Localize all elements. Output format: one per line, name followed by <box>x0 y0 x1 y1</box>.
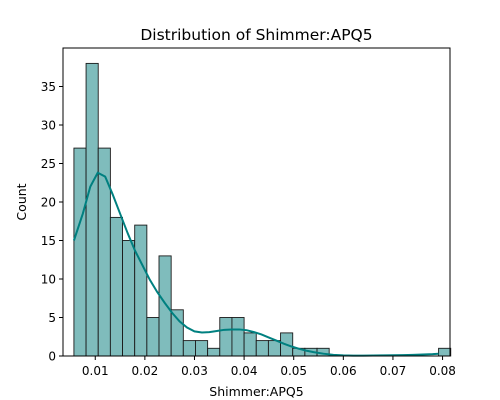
y-tick-label: 35 <box>41 80 56 94</box>
histogram-bar <box>122 240 136 357</box>
histogram-bar <box>85 62 99 357</box>
x-tick-label: 0.01 <box>82 364 109 378</box>
x-axis-ticks: 0.01 0.02 0.03 0.04 0.05 0.06 0.07 0.08 <box>82 356 456 378</box>
histogram-bar <box>267 340 282 357</box>
histogram-bar <box>182 340 196 357</box>
y-tick-label: 30 <box>41 119 56 133</box>
chart-title: Distribution of Shimmer:APQ5 <box>140 26 372 44</box>
histogram-bar <box>231 317 245 357</box>
histogram-bar <box>109 216 123 357</box>
histogram-bar <box>73 147 87 357</box>
histogram-bar <box>207 347 221 357</box>
y-tick-label: 15 <box>41 234 56 248</box>
x-tick-label: 0.03 <box>181 364 208 378</box>
y-tick-label: 20 <box>41 196 56 210</box>
y-axis-label: Count <box>14 183 29 220</box>
histogram-bar <box>97 147 111 357</box>
histogram-bar <box>146 317 160 357</box>
x-tick-label: 0.08 <box>429 364 456 378</box>
histogram-bar <box>158 255 172 357</box>
x-tick-label: 0.02 <box>132 364 159 378</box>
y-tick-label: 0 <box>48 350 56 364</box>
histogram-bar <box>219 317 233 357</box>
histogram-bar <box>195 340 209 357</box>
x-tick-label: 0.06 <box>330 364 357 378</box>
bars-group <box>73 62 452 357</box>
y-axis-ticks: 0 5 10 15 20 25 30 35 <box>41 80 63 364</box>
histogram-bar <box>255 340 269 357</box>
y-tick-label: 10 <box>41 273 56 287</box>
histogram-bar <box>243 332 257 357</box>
y-tick-label: 5 <box>48 311 56 325</box>
x-tick-label: 0.05 <box>280 364 307 378</box>
x-tick-label: 0.04 <box>231 364 258 378</box>
histogram-bar <box>134 224 148 357</box>
y-tick-label: 25 <box>41 157 56 171</box>
x-axis-label: Shimmer:APQ5 <box>209 384 303 399</box>
histogram-bar <box>438 347 452 357</box>
x-tick-label: 0.07 <box>380 364 407 378</box>
histogram-bar <box>170 309 184 357</box>
